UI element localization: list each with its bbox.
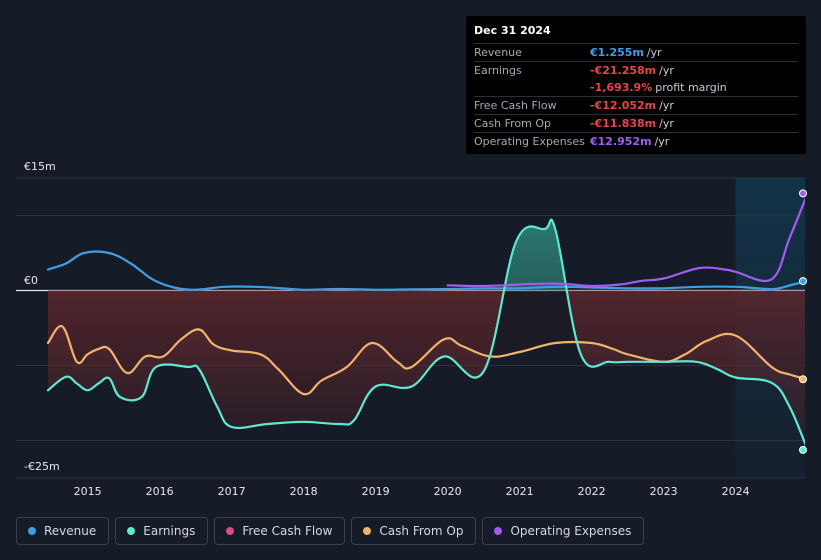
tooltip-label bbox=[474, 79, 590, 96]
tooltip-row-operating-expenses: Operating Expenses €12.952m /yr bbox=[474, 132, 798, 150]
legend-item-cash-from-op[interactable]: Cash From Op bbox=[351, 517, 477, 545]
legend-label: Free Cash Flow bbox=[242, 524, 333, 538]
tooltip-row-free-cash-flow: Free Cash Flow -€12.052m /yr bbox=[474, 96, 798, 114]
cash-from-op-endpoint bbox=[799, 375, 807, 384]
x-tick-label: 2015 bbox=[74, 485, 102, 498]
x-tick-label: 2021 bbox=[506, 485, 534, 498]
legend-label: Revenue bbox=[44, 524, 97, 538]
legend-item-operating-expenses[interactable]: Operating Expenses bbox=[482, 517, 645, 545]
tooltip-value: €1.255m bbox=[590, 46, 644, 59]
series-endpoints bbox=[799, 189, 807, 454]
x-tick-label: 2017 bbox=[218, 485, 246, 498]
tooltip-panel: Dec 31 2024 Revenue €1.255m /yr Earnings… bbox=[466, 16, 806, 154]
tooltip-row-profit-margin: -1,693.9% profit margin bbox=[474, 79, 798, 96]
y-zero-label: €0 bbox=[24, 274, 38, 287]
x-tick-label: 2022 bbox=[578, 485, 606, 498]
revenue-endpoint bbox=[799, 277, 807, 286]
x-tick-label: 2020 bbox=[434, 485, 462, 498]
earnings-line bbox=[46, 218, 805, 447]
y-bottom-label: -€25m bbox=[24, 460, 60, 473]
tooltip-label: Free Cash Flow bbox=[474, 99, 557, 112]
tooltip-unit: /yr bbox=[659, 99, 674, 112]
x-axis-ticks: 2015 2016 2017 2018 2019 2020 2021 2022 2023 2024 bbox=[74, 485, 750, 498]
legend-item-earnings[interactable]: Earnings bbox=[115, 517, 209, 545]
x-tick-label: 2024 bbox=[722, 485, 750, 498]
y-top-label: €15m bbox=[24, 160, 56, 173]
operating-expenses-line bbox=[446, 196, 805, 288]
tooltip-unit: /yr bbox=[646, 46, 662, 59]
x-tick-label: 2018 bbox=[290, 485, 318, 498]
legend-item-revenue[interactable]: Revenue bbox=[16, 517, 110, 545]
legend-item-free-cash-flow[interactable]: Free Cash Flow bbox=[214, 517, 346, 545]
tooltip-label: Earnings bbox=[474, 64, 522, 77]
x-tick-label: 2019 bbox=[362, 485, 390, 498]
earnings-endpoint bbox=[799, 445, 807, 454]
series-lines bbox=[46, 196, 805, 447]
tooltip-unit: /yr bbox=[659, 117, 674, 130]
tooltip-label: Cash From Op bbox=[474, 117, 552, 130]
cash-from-op-area bbox=[48, 290, 805, 395]
legend-label: Earnings bbox=[143, 524, 196, 538]
legend-dot-icon bbox=[494, 527, 503, 535]
chart-svg: €15m €0 -€25m 2015 2016 2017 2018 2019 2020 20… bbox=[16, 160, 807, 498]
tooltip-row-revenue: Revenue €1.255m /yr bbox=[474, 43, 798, 61]
revenue-line bbox=[46, 250, 805, 291]
tooltip-value: €12.952m bbox=[590, 135, 652, 148]
legend-label: Cash From Op bbox=[379, 524, 464, 538]
x-tick-label: 2023 bbox=[650, 485, 678, 498]
legend-dot-icon bbox=[28, 527, 36, 535]
operating-expenses-endpoint bbox=[799, 189, 807, 198]
tooltip-value: -1,693.9% bbox=[590, 81, 653, 94]
earnings-negative-area bbox=[48, 290, 805, 444]
tooltip-label: Revenue bbox=[474, 46, 522, 59]
tooltip-unit: /yr bbox=[659, 64, 674, 77]
tooltip-row-earnings: Earnings -€21.258m /yr bbox=[474, 61, 798, 79]
legend-dot-icon bbox=[226, 527, 235, 535]
legend: Revenue Earnings Free Cash Flow Cash Fro… bbox=[16, 517, 645, 545]
tooltip-unit: profit margin bbox=[655, 81, 727, 94]
legend-label: Operating Expenses bbox=[510, 524, 632, 538]
legend-dot-icon bbox=[363, 527, 372, 535]
x-tick-label: 2016 bbox=[146, 485, 174, 498]
tooltip-value: -€21.258m bbox=[590, 64, 657, 77]
tooltip-value: -€11.838m bbox=[590, 117, 657, 130]
area-fills bbox=[48, 219, 805, 444]
tooltip-value: -€12.052m bbox=[590, 99, 657, 112]
legend-dot-icon bbox=[127, 527, 136, 535]
tooltip-row-cash-from-op: Cash From Op -€11.838m /yr bbox=[474, 114, 798, 132]
tooltip-label: Operating Expenses bbox=[474, 135, 585, 148]
tooltip-unit: /yr bbox=[654, 135, 670, 148]
tooltip-date: Dec 31 2024 bbox=[474, 24, 551, 37]
